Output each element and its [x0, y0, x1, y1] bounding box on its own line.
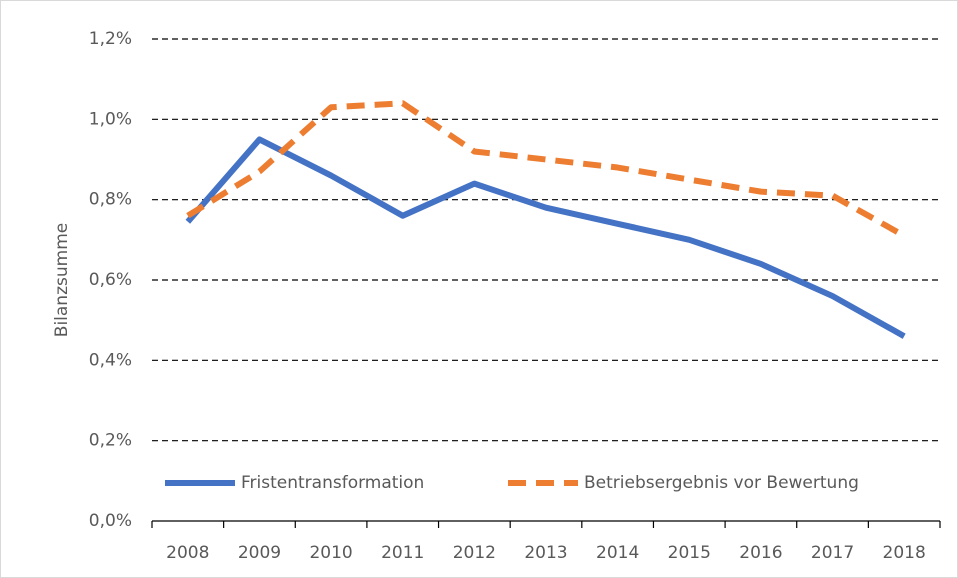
x-tick-label: 2013 [524, 543, 567, 563]
line-series [186, 100, 906, 239]
y-tick-label: 0,2% [89, 431, 132, 451]
y-tick-label: 0,6% [89, 270, 132, 290]
y-tick-label: 0,0% [89, 511, 132, 531]
y-tick-label: 0,4% [89, 350, 132, 370]
x-tick-label: 2008 [166, 543, 209, 563]
line-series [185, 136, 906, 339]
x-tick-label: 2011 [381, 543, 424, 563]
y-tick-label: 1,0% [89, 109, 132, 129]
x-tick-label: 2014 [596, 543, 639, 563]
x-tick-label: 2017 [811, 543, 854, 563]
y-tick-label: 1,2% [89, 29, 132, 49]
x-tick-label: 2015 [668, 543, 711, 563]
x-tick-label: 2009 [238, 543, 281, 563]
x-tick-label: 2012 [453, 543, 496, 563]
x-tick-label: 2016 [739, 543, 782, 563]
legend-label: Betriebsergebnis vor Bewertung [584, 473, 859, 493]
x-tick-label: 2010 [309, 543, 352, 563]
legend-label: Fristentransformation [241, 473, 424, 493]
y-axis-label: Bilanzsumme [52, 223, 72, 337]
x-tick-label: 2018 [883, 543, 926, 563]
y-tick-label: 0,8% [89, 190, 132, 210]
